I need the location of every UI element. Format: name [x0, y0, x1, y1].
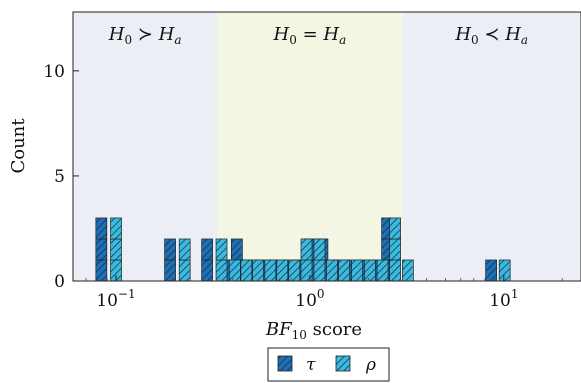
bar-rho-4 [240, 259, 253, 282]
region-1 [217, 12, 403, 281]
bar-rho-5 [252, 259, 264, 282]
bar-rho-14 [364, 259, 376, 282]
plot-frame [72, 11, 581, 282]
bar-rho-16 [389, 217, 401, 282]
bar-rho-1 [178, 238, 191, 282]
bar-rho-13 [351, 259, 363, 282]
y-tick-label: 10 [43, 62, 65, 82]
region-label-0: H0 ≻ Ha [108, 24, 182, 47]
bar-rho-7 [276, 259, 289, 282]
region-0 [73, 12, 218, 281]
x-tick-label: 100 [295, 287, 324, 311]
legend-label-rho: ρ [365, 355, 376, 375]
bar-rho-0 [110, 217, 122, 282]
region-label-1: H0 = Ha [273, 24, 347, 47]
bar-rho-6 [264, 259, 277, 282]
legend-item-tau: τ [277, 355, 316, 375]
legend-item-rho: ρ [335, 355, 376, 375]
bar-rho-18 [498, 259, 511, 282]
hypothesis-regions: H0 ≻ Ha H0 = Ha H0 ≺ Ha [73, 12, 581, 281]
bar-rho-17 [402, 259, 414, 282]
axis-ticks: 0 5 10 10−1 100 101 [43, 62, 563, 311]
region-2 [402, 12, 581, 281]
x-tick-label: 10−1 [96, 287, 135, 311]
bars [95, 217, 511, 282]
bar-tau-2 [201, 238, 213, 282]
bar-tau-0 [95, 217, 108, 282]
legend: τ ρ [267, 347, 390, 382]
bar-rho-3 [228, 259, 241, 282]
bar-rho-10 [313, 238, 326, 282]
region-label-2: H0 ≺ Ha [454, 24, 528, 47]
bar-rho-8 [288, 259, 301, 282]
bar-tau-17 [485, 259, 497, 282]
y-axis-label: Count [8, 118, 29, 174]
y-tick-label: 0 [54, 272, 65, 292]
bar-tau-1 [164, 238, 176, 282]
bar-rho-9 [300, 238, 313, 282]
bar-rho-2 [215, 238, 228, 282]
legend-label-tau: τ [306, 355, 316, 375]
bar-rho-15 [376, 259, 389, 282]
bar-rho-11 [326, 259, 338, 282]
x-axis-label: BF10 score [265, 319, 362, 342]
x-tick-label: 101 [489, 287, 518, 311]
bar-rho-12 [338, 259, 350, 282]
y-tick-label: 5 [54, 167, 65, 187]
